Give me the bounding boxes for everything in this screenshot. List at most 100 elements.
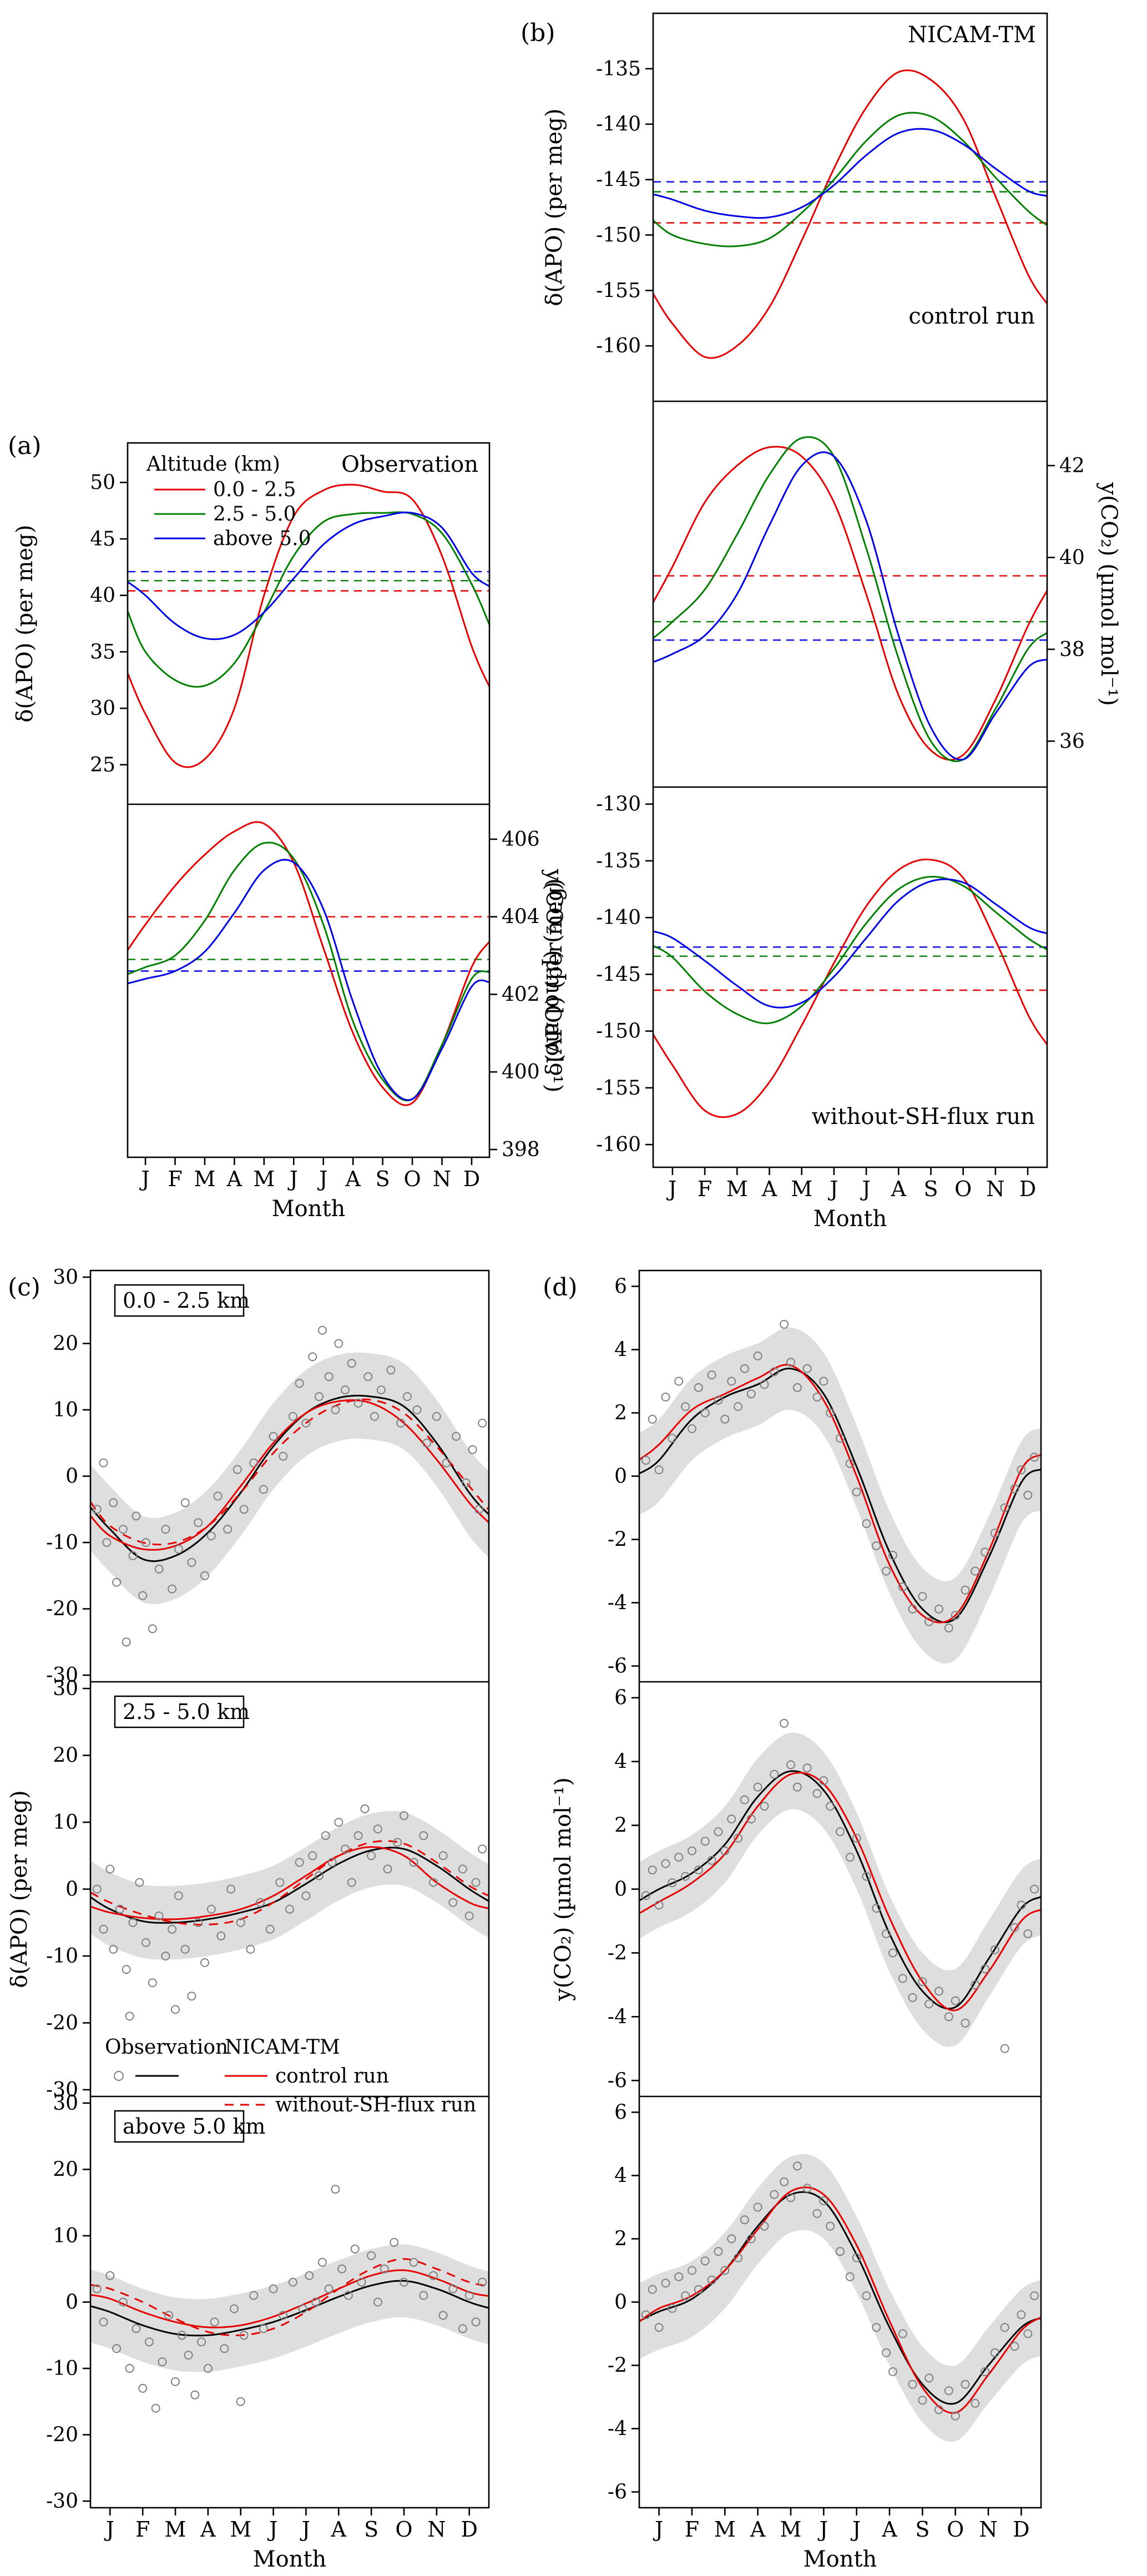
y-tick-label: -6 — [608, 2069, 627, 2092]
month-tick-label: D — [1019, 1177, 1036, 1201]
panel-letter-b: (b) — [521, 19, 555, 47]
y-tick-label: -140 — [596, 906, 641, 929]
month-tick-label: M — [726, 1177, 748, 1201]
y-tick-label: 2 — [614, 1814, 627, 1837]
y-tick-label: 20 — [53, 2158, 78, 2181]
b1-series-0.0-2.5-km — [653, 69, 1047, 359]
y-tick-label: -130 — [596, 793, 641, 816]
c1-altitude-box — [114, 1284, 245, 1317]
y-tick-label: -30 — [46, 2490, 78, 2513]
panel-c-frame — [89, 1269, 490, 2509]
c1-series-observation-fit — [90, 1394, 489, 1562]
month-tick-label: J — [139, 1167, 149, 1191]
d2-series-control-run — [639, 1772, 1041, 2012]
subplot-a1 — [128, 483, 489, 768]
d2-series-observation-fit — [639, 1770, 1041, 2010]
x-axis-label: Month — [804, 2547, 877, 2572]
d3-series-control-run — [639, 2186, 1041, 2414]
c2-series-observation-fit — [90, 1847, 489, 1924]
panel-a: 25 30 35 40 45 50 δ(APO) (per meg) 398 400 402 404… — [8, 432, 567, 1222]
panel-b-frame — [652, 12, 1048, 1168]
panel-letter-c: (c) — [8, 1273, 41, 1302]
y-tick-label: -2 — [608, 2355, 627, 2377]
b2-series-2.5-5.0-km — [653, 436, 1047, 763]
month-tick-label: A — [331, 2517, 347, 2542]
b1-series-above-5.0-km — [653, 128, 1047, 219]
y-tick-label: 45 — [90, 528, 115, 551]
y-tick-label: -4 — [608, 1592, 627, 1615]
y-tick-label: -155 — [596, 279, 641, 302]
y-tick-label: 0 — [65, 1465, 78, 1488]
month-tick-label: J — [300, 2517, 310, 2542]
b2-series-above-5.0-km — [653, 451, 1047, 761]
y-axis-label: δ(APO) (per meg) — [542, 878, 567, 1076]
month-tick-label: F — [698, 1177, 712, 1201]
month-tick-label: D — [461, 2517, 477, 2542]
month-tick-label: M — [791, 1177, 812, 1201]
b2-series-0.0-2.5-km — [653, 446, 1047, 761]
month-tick-label: N — [433, 1167, 451, 1191]
y-tick-label: 30 — [53, 1677, 78, 1700]
y-tick-label: -135 — [596, 850, 641, 873]
legend-entry-label: 2.5 - 5.0 — [213, 503, 296, 526]
month-tick-label: S — [364, 2517, 378, 2542]
month-tick-label: A — [750, 2517, 766, 2542]
y-tick-label: 30 — [90, 697, 115, 720]
month-tick-label: S — [376, 1167, 390, 1191]
panel-b-annotation: NICAM-TM — [908, 22, 1036, 48]
y-tick-label: -30 — [46, 1664, 78, 1687]
y-tick-label: 0 — [65, 2291, 78, 2314]
subplot-b3 — [653, 858, 1047, 1118]
y-tick-label: 30 — [53, 1266, 78, 1289]
y-tick-label: -150 — [596, 224, 641, 246]
month-tick-label: S — [915, 2517, 929, 2542]
y-tick-label: -20 — [46, 2012, 78, 2034]
month-tick-label: N — [986, 1177, 1004, 1201]
y-tick-label: 6 — [614, 2101, 627, 2124]
month-tick-label: A — [881, 2517, 897, 2542]
month-tick-label: S — [923, 1177, 938, 1201]
y-axis-label: y(CO₂) (µmol mol⁻¹) — [1096, 482, 1121, 706]
y-axis-label: y(CO₂) (µmol mol⁻¹) — [541, 869, 567, 1093]
y-tick-label: 6 — [614, 1687, 627, 1710]
b1-caption: control run — [908, 304, 1035, 329]
y-tick-label: 4 — [614, 1339, 627, 1362]
month-tick-label: M — [714, 2517, 736, 2542]
y-tick-label: -2 — [608, 1942, 627, 1964]
y-tick-label: 20 — [53, 1332, 78, 1355]
month-tick-label: J — [317, 1167, 327, 1191]
panel-d: -6 -4 -2 0 2 4 6 -6 -4 -2 0 2 4 6 y(CO₂) (µmol mol⁻¹) -… — [543, 1269, 1042, 2572]
y-tick-label: -4 — [608, 2005, 627, 2028]
y-tick-label: 0 — [65, 1878, 78, 1901]
y-tick-label: 50 — [90, 471, 115, 494]
y-tick-label: 10 — [53, 2225, 78, 2247]
b3-series-above-5.0-km — [653, 878, 1047, 1009]
month-tick-label: N — [427, 2517, 446, 2542]
month-tick-label: J — [104, 2517, 114, 2542]
month-tick-label: J — [666, 1177, 676, 1201]
b3-caption: without-SH-flux run — [812, 1104, 1035, 1130]
c2-series-control-run — [90, 1846, 489, 1920]
month-tick-label: F — [135, 2517, 150, 2542]
panel-letter-d: (d) — [543, 1273, 578, 1302]
y-axis-label: δ(APO) (per meg) — [7, 1790, 32, 1988]
panel-letter-a: (a) — [8, 432, 42, 460]
d3-observation-points — [641, 2161, 1039, 2421]
legend-entry-label: above 5.0 — [213, 527, 311, 550]
subplot-d3 — [639, 2154, 1041, 2442]
month-tick-label: M — [780, 2517, 802, 2542]
month-tick-label: M — [230, 2517, 251, 2542]
month-tick-label: A — [891, 1177, 907, 1201]
panel-a-annotation: Observation — [341, 452, 478, 477]
y-tick-label: 40 — [90, 584, 115, 607]
y-tick-label: 0 — [614, 1465, 627, 1488]
y-tick-label: 2 — [614, 2228, 627, 2251]
y-tick-label: -10 — [46, 1945, 78, 1968]
d3-series-observation-fit — [639, 2191, 1041, 2405]
month-tick-label: O — [403, 1167, 421, 1191]
subplot-c3 — [90, 2185, 489, 2413]
subplot-b2 — [653, 436, 1047, 763]
c3-altitude-label: above 5.0 km — [123, 2114, 265, 2139]
x-axis-label: Month — [253, 2547, 327, 2572]
a1-series-above-5.0-km — [128, 511, 489, 641]
